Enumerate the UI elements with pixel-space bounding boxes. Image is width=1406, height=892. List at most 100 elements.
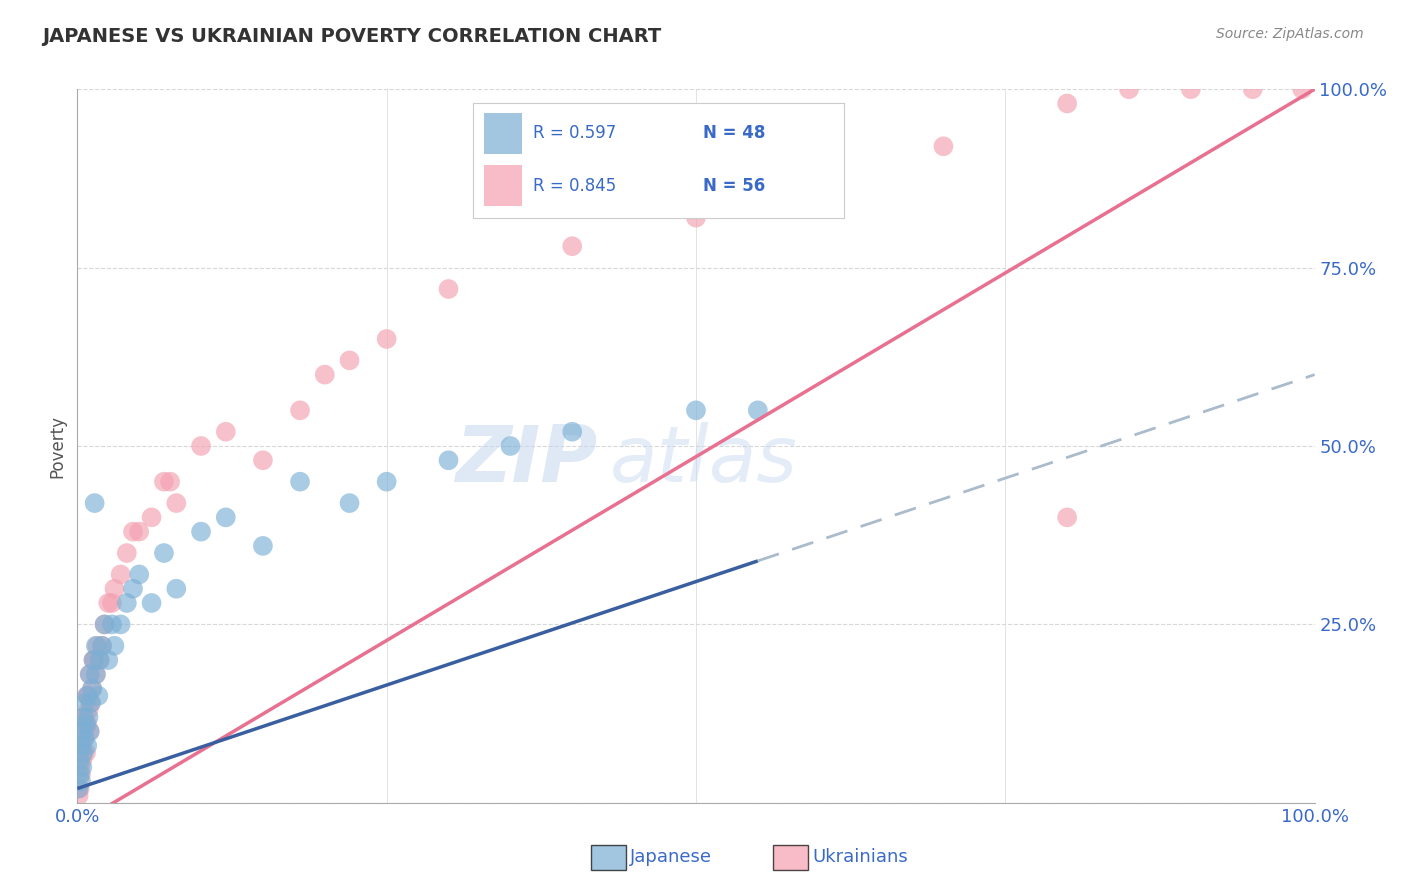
Point — [314, 368, 336, 382]
Point — [72, 710, 94, 724]
Point — [73, 710, 96, 724]
Point — [77, 689, 100, 703]
Point — [190, 439, 212, 453]
Point — [1291, 82, 1313, 96]
Point — [1180, 82, 1202, 96]
Point — [83, 496, 105, 510]
Point — [159, 475, 181, 489]
Point — [103, 582, 125, 596]
Point — [103, 639, 125, 653]
Point — [69, 760, 91, 774]
Point — [153, 546, 176, 560]
Point — [375, 475, 398, 489]
Point — [1241, 82, 1264, 96]
Point — [70, 767, 93, 781]
Point — [288, 403, 311, 417]
Point — [87, 689, 110, 703]
Point — [561, 239, 583, 253]
Point — [86, 639, 108, 653]
Point — [93, 617, 115, 632]
Point — [91, 639, 114, 653]
Point — [141, 596, 163, 610]
Point — [101, 617, 124, 632]
Point — [93, 617, 115, 632]
Point — [79, 667, 101, 681]
Y-axis label: Poverty: Poverty — [48, 415, 66, 477]
Text: Source: ZipAtlas.com: Source: ZipAtlas.com — [1216, 27, 1364, 41]
Point — [165, 496, 187, 510]
Point — [190, 524, 212, 539]
Point — [153, 475, 176, 489]
Point — [288, 475, 311, 489]
Point — [76, 689, 98, 703]
Point — [128, 567, 150, 582]
Text: JAPANESE VS UKRAINIAN POVERTY CORRELATION CHART: JAPANESE VS UKRAINIAN POVERTY CORRELATIO… — [42, 27, 661, 45]
Point — [1056, 510, 1078, 524]
Point — [91, 639, 114, 653]
Point — [165, 582, 187, 596]
Point — [70, 739, 93, 753]
Point — [69, 781, 91, 796]
Point — [77, 710, 100, 724]
Point — [82, 681, 104, 696]
Point — [747, 403, 769, 417]
Point — [128, 524, 150, 539]
Point — [215, 425, 238, 439]
Point — [215, 510, 238, 524]
Point — [932, 139, 955, 153]
Point — [76, 689, 98, 703]
Point — [67, 781, 90, 796]
Point — [82, 653, 104, 667]
Point — [1118, 82, 1140, 96]
Point — [339, 496, 361, 510]
Point — [70, 739, 93, 753]
Point — [72, 760, 94, 774]
Point — [84, 667, 107, 681]
Text: Ukrainians: Ukrainians — [813, 848, 908, 866]
Point — [83, 653, 105, 667]
Point — [561, 425, 583, 439]
Point — [82, 653, 104, 667]
Point — [73, 696, 96, 710]
Point — [75, 746, 97, 760]
Point — [75, 717, 97, 731]
Point — [115, 596, 138, 610]
Point — [437, 282, 460, 296]
Point — [70, 774, 93, 789]
Point — [101, 596, 124, 610]
Point — [84, 667, 107, 681]
Point — [252, 539, 274, 553]
Point — [110, 567, 132, 582]
Point — [375, 332, 398, 346]
Point — [76, 739, 98, 753]
Point — [76, 717, 98, 731]
Point — [110, 617, 132, 632]
Point — [77, 703, 100, 717]
Point — [69, 753, 91, 767]
Point — [252, 453, 274, 467]
Point — [72, 746, 94, 760]
Text: atlas: atlas — [609, 422, 797, 499]
Point — [73, 731, 96, 746]
Text: ZIP: ZIP — [454, 422, 598, 499]
Point — [72, 746, 94, 760]
Point — [97, 596, 120, 610]
Point — [1056, 96, 1078, 111]
Point — [79, 667, 101, 681]
Point — [122, 582, 145, 596]
Point — [82, 681, 104, 696]
Point — [115, 546, 138, 560]
Point — [80, 696, 103, 710]
Point — [79, 724, 101, 739]
Point — [73, 724, 96, 739]
Point — [79, 724, 101, 739]
Point — [339, 353, 361, 368]
Point — [67, 789, 90, 803]
Point — [84, 639, 107, 653]
Point — [97, 653, 120, 667]
Point — [808, 168, 831, 182]
Point — [685, 403, 707, 417]
Point — [69, 767, 91, 781]
Point — [122, 524, 145, 539]
Point — [89, 653, 111, 667]
